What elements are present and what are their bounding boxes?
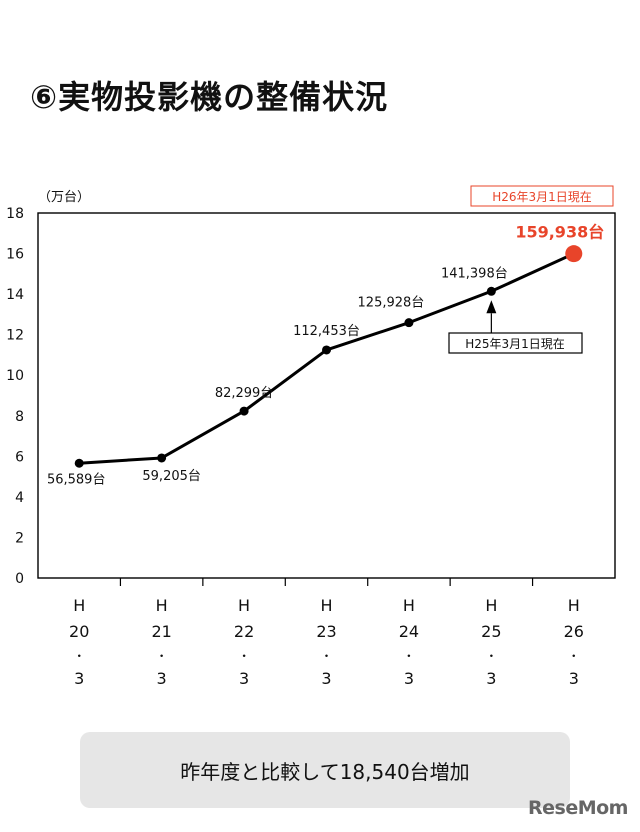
data-point bbox=[486, 286, 496, 296]
x-tick-label: H bbox=[156, 596, 168, 615]
y-tick-label: 14 bbox=[6, 287, 24, 303]
resemom-logo: ReseMom bbox=[528, 797, 628, 819]
summary-text: 昨年度と比較して18,540台増加 bbox=[180, 759, 470, 784]
data-point bbox=[239, 406, 249, 416]
x-tick-label: 3 bbox=[569, 669, 579, 688]
page-title: ⑥実物投影機の整備状況 bbox=[30, 78, 389, 116]
data-points bbox=[74, 245, 583, 468]
x-tick-label: 24 bbox=[399, 622, 419, 641]
data-point bbox=[74, 458, 84, 468]
x-tick-label: 21 bbox=[151, 622, 171, 641]
y-tick-label: 2 bbox=[15, 530, 24, 546]
x-tick-label: 3 bbox=[404, 669, 414, 688]
x-tick-label: 3 bbox=[157, 669, 167, 688]
x-tick-label: ・ bbox=[156, 649, 168, 663]
x-tick-label: H bbox=[238, 596, 250, 615]
y-tick-label: 4 bbox=[15, 490, 24, 506]
data-label: 56,589台 bbox=[47, 472, 106, 487]
data-label: 125,928台 bbox=[358, 296, 425, 311]
x-tick-label: 3 bbox=[321, 669, 331, 688]
x-tick-label: ・ bbox=[485, 649, 497, 663]
x-tick-label: H bbox=[568, 596, 580, 615]
y-tick-label: 8 bbox=[15, 409, 24, 425]
x-tick-label: 3 bbox=[74, 669, 84, 688]
current-date-badge-text: H26年3月1日現在 bbox=[492, 190, 592, 204]
x-tick-label: 3 bbox=[486, 669, 496, 688]
data-point bbox=[157, 453, 167, 463]
y-tick-label: 16 bbox=[6, 247, 24, 263]
series-line-path bbox=[79, 252, 575, 465]
y-tick-label: 10 bbox=[6, 368, 24, 384]
x-tick-label: H bbox=[73, 596, 85, 615]
series-line bbox=[79, 252, 575, 465]
data-label: 82,299台 bbox=[215, 386, 274, 401]
summary-box: 昨年度と比較して18,540台増加 bbox=[80, 732, 570, 808]
y-unit-label: （万台） bbox=[38, 190, 90, 205]
callout-arrow-head bbox=[486, 300, 497, 314]
x-tick-label: 22 bbox=[234, 622, 254, 641]
y-tick-label: 6 bbox=[15, 449, 24, 465]
previous-date-callout bbox=[448, 332, 583, 354]
x-axis-ticks: H 20 ・ 3 H 21 ・ 3 H 22 ・ 3 H 23 ・ 3 H 24 ・ 3 H 25 ・ 3 H 26 ・ 3 bbox=[69, 596, 584, 688]
previous-date-callout-text: H25年3月1日現在 bbox=[465, 337, 565, 351]
chart-axes: （万台） bbox=[37, 190, 616, 586]
data-labels: 56,589台 59,205台 82,299台 112,453台 125,928台 141… bbox=[47, 223, 604, 488]
data-label: 112,453台 bbox=[293, 324, 360, 339]
x-tick-label: 26 bbox=[564, 622, 584, 641]
x-tick-label: ・ bbox=[238, 649, 250, 663]
current-date-badge bbox=[470, 185, 614, 207]
y-tick-label: 18 bbox=[6, 206, 24, 222]
data-label: 59,205台 bbox=[142, 469, 201, 484]
y-tick-label: 0 bbox=[15, 571, 24, 587]
x-tick-label: 3 bbox=[239, 669, 249, 688]
data-point bbox=[404, 318, 414, 328]
y-tick-label: 12 bbox=[6, 328, 24, 344]
x-tick-label: 23 bbox=[316, 622, 336, 641]
data-label: 141,398台 bbox=[441, 266, 508, 281]
data-point bbox=[322, 345, 331, 355]
x-tick-label: H bbox=[485, 596, 497, 615]
x-tick-label: ・ bbox=[320, 649, 332, 663]
x-tick-label: H bbox=[320, 596, 332, 615]
x-tick-label: ・ bbox=[403, 649, 415, 663]
x-tick-label: 25 bbox=[481, 622, 501, 641]
x-tick-label: ・ bbox=[73, 649, 85, 663]
plot-frame bbox=[37, 212, 616, 579]
data-label: 159,938台 bbox=[515, 223, 604, 242]
y-axis-ticks: 0 2 4 6 8 10 12 14 16 18 bbox=[6, 206, 24, 587]
data-point-highlight bbox=[565, 245, 583, 263]
x-tick-label: H bbox=[403, 596, 415, 615]
x-tick-label: 20 bbox=[69, 622, 89, 641]
x-tick-label: ・ bbox=[568, 649, 580, 663]
chart-annotations: H26年3月1日現在 H25年3月1日現在 bbox=[448, 185, 614, 354]
